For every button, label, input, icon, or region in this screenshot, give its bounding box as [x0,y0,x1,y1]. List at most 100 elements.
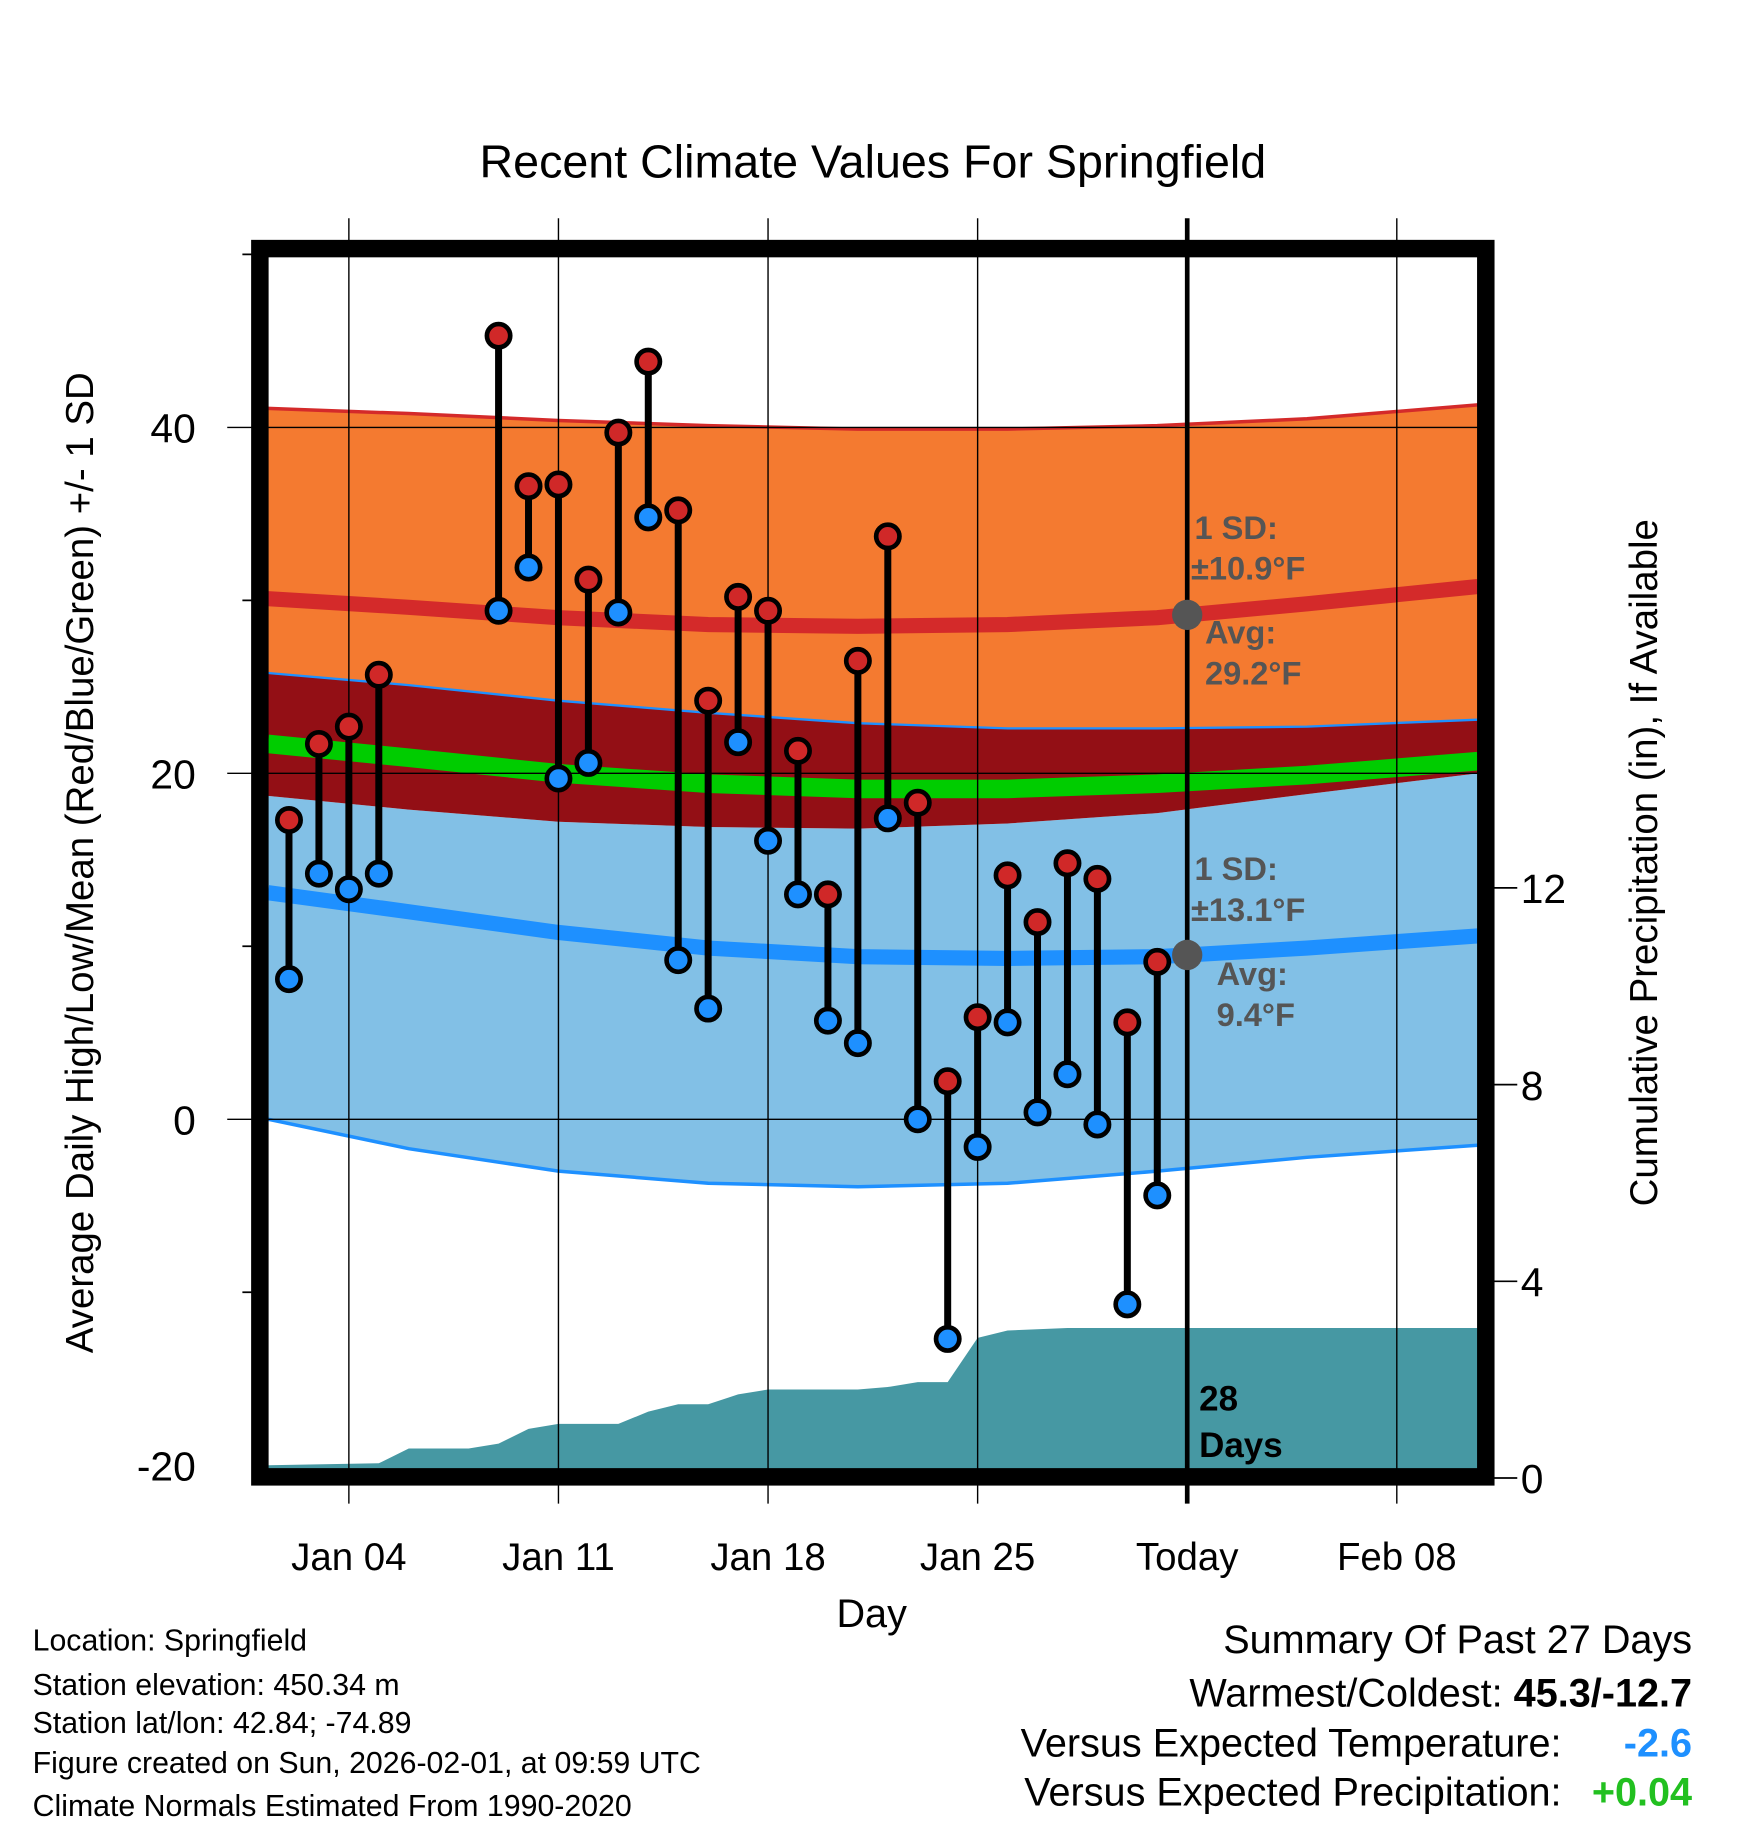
low-point [604,598,633,627]
day-mark [873,522,902,833]
day-mark [304,729,333,888]
low-point [304,859,333,888]
high-point [484,321,513,350]
low-point [813,1006,842,1035]
data-marks [275,321,1203,1353]
high-point [993,861,1022,890]
low-point [843,1029,872,1058]
high-point [1023,908,1052,937]
low-point [694,994,723,1023]
day-mark [514,472,543,582]
high-plus-sd-line [268,403,1478,431]
y-tick-label: -20 [137,1443,196,1489]
day-mark [903,788,932,1134]
day-mark [783,736,812,909]
day-mark [933,1067,962,1353]
high-point [724,582,753,611]
days-word: Days [1199,1426,1283,1465]
low-sd-value: ±13.1°F [1191,891,1305,928]
low-sd-band [268,773,1478,1187]
high-point [813,880,842,909]
low-point [634,503,663,532]
day-mark [1023,908,1052,1127]
high-point [364,660,393,689]
high-point [963,1003,992,1032]
day-mark [813,880,842,1035]
day-mark [364,660,393,888]
high-point [514,472,543,501]
day-mark [993,861,1022,1037]
high-point [1143,947,1172,976]
low-point [783,880,812,909]
day-mark [484,321,513,625]
day-mark [664,496,693,975]
day-mark [1113,1008,1142,1319]
low-point [544,764,573,793]
high-point [1083,864,1112,893]
y-axis-left: 40 20 0 -20 [137,253,259,1489]
low-point [754,826,783,855]
low-point [1113,1290,1142,1319]
day-mark [634,347,663,532]
latlon-text: Station lat/lon: 42.84; -74.89 [33,1707,412,1740]
low-avg-label: Avg: [1217,955,1288,992]
y-axis-right-label: Cumulative Precipitation (in), If Availa… [1623,519,1666,1206]
x-tick-label: Feb 08 [1337,1536,1457,1579]
high-point [694,686,723,715]
y-tick-label: 0 [173,1097,196,1143]
high-point [933,1067,962,1096]
x-tick-label: Jan 11 [502,1536,615,1579]
precip-label: Versus Expected Precipitation: [1024,1770,1561,1814]
temp-label: Versus Expected Temperature: [1021,1722,1562,1766]
today-high-avg-marker [1172,599,1203,631]
high-point [604,418,633,447]
high-avg-label: Avg: [1205,614,1276,651]
low-point [1053,1060,1082,1089]
high-point [903,788,932,817]
high-avg-line [268,578,1478,634]
high-point [664,496,693,525]
low-point [1143,1181,1172,1210]
high-sd-label: 1 SD: [1194,509,1277,546]
high-point [754,596,783,625]
day-mark [544,470,573,793]
precip-value: +0.04 [1592,1770,1692,1814]
y-tick-label: 20 [150,751,195,797]
low-point [963,1132,992,1161]
x-tick-label: Jan 04 [291,1536,406,1579]
day-mark [694,686,723,1023]
plot-frame [251,239,1495,1486]
day-mark [1143,947,1172,1210]
y-tick-label: 40 [150,406,195,452]
elevation-text: Station elevation: 450.34 m [33,1669,400,1702]
y-axis-label: Average Daily High/Low/Mean (Red/Blue/Gr… [59,372,102,1353]
high-point [783,736,812,765]
low-point [903,1105,932,1134]
temp-value: -2.6 [1624,1722,1692,1766]
high-point [304,729,333,758]
annotations: 1 SD: ±10.9°F Avg: 29.2°F 1 SD: ±13.1°F … [1191,509,1305,1465]
day-mark [754,596,783,855]
warmest-label: Warmest/Coldest: [1189,1671,1513,1715]
station-info: Location: Springfield Station elevation:… [33,1624,701,1822]
day-mark [334,712,363,904]
warmest-coldest: Warmest/Coldest: 45.3/-12.7 [1189,1671,1692,1715]
summary-title: Summary Of Past 27 Days [1223,1618,1692,1662]
high-avg-value: 29.2°F [1205,654,1301,691]
y-axis-right: 12 8 4 0 [1485,866,1566,1502]
low-point [1083,1110,1112,1139]
low-point [664,946,693,975]
low-point [993,1008,1022,1037]
low-point [574,748,603,777]
normals-text: Climate Normals Estimated From 1990-2020 [33,1790,632,1823]
day-mark [843,646,872,1058]
y-right-tick-label: 12 [1521,866,1566,912]
y-right-tick-label: 4 [1521,1259,1544,1305]
high-point [1053,849,1082,878]
low-point [933,1324,962,1353]
low-point [1023,1098,1052,1127]
low-point [724,728,753,757]
low-point [484,596,513,625]
high-point [574,565,603,594]
